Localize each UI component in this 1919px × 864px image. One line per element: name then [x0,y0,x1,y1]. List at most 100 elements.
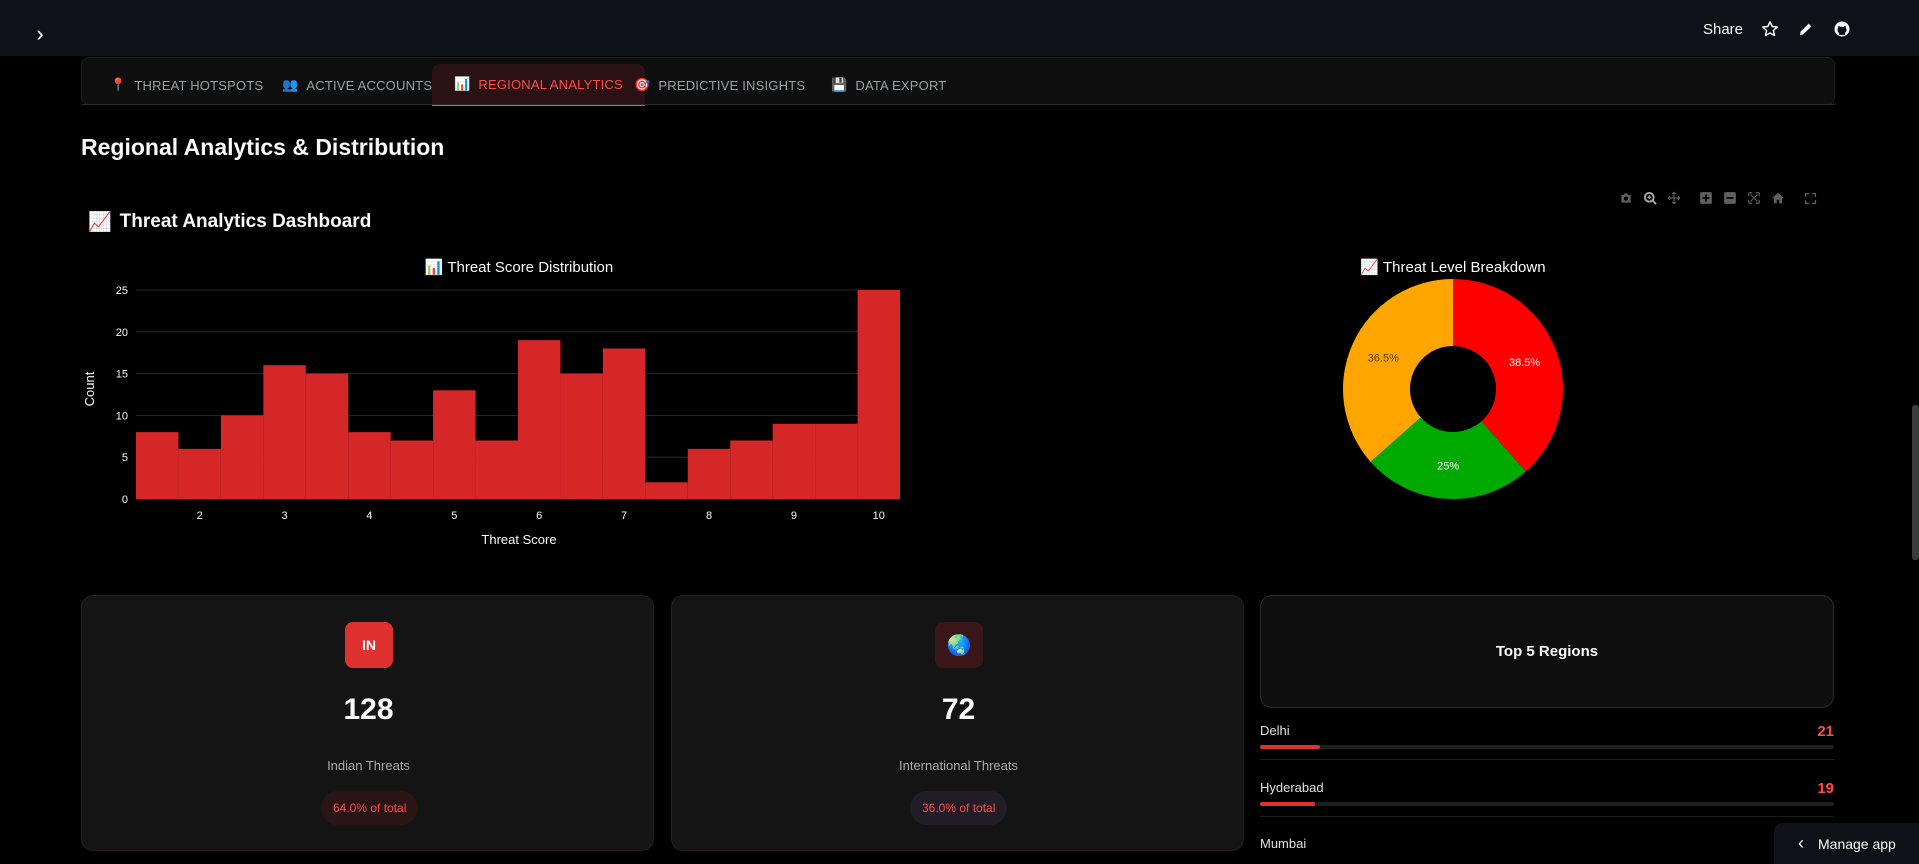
y-tick-label: 0 [122,494,128,506]
page-scrollbar[interactable] [1912,405,1919,560]
x-tick-label: 3 [281,510,287,522]
camera-icon[interactable] [1617,189,1635,207]
x-tick-label: 8 [706,510,712,522]
manage-app-button[interactable]: ‹ Manage app [1774,823,1919,864]
international-share-pill: 36.0% of total [910,791,1008,825]
floppy-disk-icon: 💾 [831,77,848,92]
region-count: 19 [1817,780,1834,797]
indian-threats-card: IN 128 Indian Threats 64.0% of total [81,595,654,851]
y-tick-label: 5 [122,452,128,464]
tab-bar: 📍 THREAT HOTSPOTS 👥 ACTIVE ACCOUNTS 📊 RE… [81,57,1835,106]
autoscale-icon[interactable] [1745,189,1763,207]
region-divider [1260,816,1834,817]
region-name: Hyderabad [1260,780,1324,795]
target-icon: 🎯 [634,77,651,92]
region-progress-fill [1260,802,1315,806]
pin-icon: 📍 [110,77,127,92]
region-progress-fill [1260,745,1321,749]
region-divider [1260,759,1834,760]
tab-label: ACTIVE ACCOUNTS [306,77,433,93]
tab-active-accounts[interactable]: 👥 ACTIVE ACCOUNTS [260,64,454,106]
histogram-bar[interactable] [518,340,561,499]
tab-data-export[interactable]: 💾 DATA EXPORT [809,64,968,106]
tab-label: THREAT HOTSPOTS [134,77,264,93]
pie-slice-label: 36.5% [1368,353,1399,365]
region-name: Delhi [1260,723,1290,738]
star-icon[interactable] [1761,20,1779,38]
zoom-out-icon[interactable] [1721,189,1739,207]
share-button[interactable]: Share [1702,20,1743,38]
international-threats-label: International Threats [899,758,1018,773]
dashboard-title: 📈 Threat Analytics Dashboard [88,210,371,234]
chart-trend-icon: 📈 [88,212,112,233]
pie-title: 📈 Threat Level Breakdown [1360,258,1545,276]
histogram-bar[interactable] [433,390,476,499]
histogram-bar[interactable] [348,432,391,499]
region-name: Mumbai [1260,836,1307,851]
pie-slice-low[interactable] [1370,417,1526,499]
x-tick-label: 10 [873,510,885,522]
chart-modebar [1617,189,1819,207]
fullscreen-icon[interactable] [1801,189,1819,207]
x-tick-label: 7 [621,510,627,522]
pie-slice-high[interactable] [1453,279,1563,472]
globe-icon: 🌏 [935,622,983,668]
tab-regional-analytics[interactable]: 📊 REGIONAL ANALYTICS [432,64,645,106]
histogram-bar[interactable] [136,432,179,499]
y-tick-label: 20 [116,327,128,339]
histogram-y-axis-title: Count [82,371,97,406]
histogram-bar[interactable] [475,440,518,499]
histogram-bar[interactable] [263,365,306,499]
x-tick-label: 2 [197,510,203,522]
pan-icon[interactable] [1665,189,1683,207]
x-tick-label: 4 [366,510,372,522]
tab-label: PREDICTIVE INSIGHTS [658,77,806,93]
github-icon[interactable] [1833,20,1851,38]
users-icon: 👥 [282,77,299,92]
histogram-bar[interactable] [602,348,646,499]
histogram-bar[interactable] [390,440,434,499]
histogram-bar[interactable] [178,448,221,499]
sidebar-expand-icon[interactable]: › [36,21,44,46]
zoom-in-icon[interactable] [1697,189,1715,207]
indian-threats-value: 128 [343,693,394,726]
x-tick-label: 5 [451,510,457,522]
header-actions: Share [1703,20,1851,38]
x-tick-label: 9 [791,510,797,522]
international-threats-value: 72 [941,693,976,726]
dashboard-title-text: Threat Analytics Dashboard [119,211,372,232]
histogram-bar[interactable] [730,440,773,499]
y-tick-label: 25 [116,285,128,297]
tab-threat-hotspots[interactable]: 📍 THREAT HOTSPOTS [88,64,285,106]
app-header: › Share [0,0,1919,56]
indian-threats-label: Indian Threats [327,758,410,773]
x-tick-label: 6 [536,510,542,522]
histogram-bar[interactable] [772,423,816,499]
histogram-x-axis-title: Threat Score [481,532,556,547]
zoom-icon[interactable] [1641,189,1659,207]
pie-slice-medium[interactable] [1342,279,1453,462]
tab-label: REGIONAL ANALYTICS [478,76,623,92]
histogram-bar[interactable] [645,482,688,499]
region-progress-track [1260,745,1834,749]
manage-app-label: Manage app [1818,835,1896,852]
region-count: 21 [1817,723,1834,740]
y-tick-label: 10 [116,410,128,422]
histogram-bar[interactable] [305,373,349,499]
histogram-bar[interactable] [560,373,603,499]
tab-predictive-insights[interactable]: 🎯 PREDICTIVE INSIGHTS [612,64,827,106]
chevron-left-icon: ‹ [1798,833,1804,853]
histogram-bar[interactable] [687,448,731,499]
edit-pencil-icon[interactable] [1797,20,1815,38]
tab-divider [81,104,1835,105]
histogram-bar[interactable] [857,290,900,499]
bar-chart-icon: 📊 [454,76,471,91]
home-icon[interactable] [1769,189,1787,207]
international-threats-card: 🌏 72 International Threats 36.0% of tota… [671,595,1244,851]
charts-area: 📊 Threat Score Distribution Threat Score… [82,258,1563,547]
histogram-bar[interactable] [220,415,264,499]
top-regions-header: Top 5 Regions [1260,595,1834,708]
tab-label: DATA EXPORT [855,77,947,93]
pie-slice-label: 25% [1437,460,1459,472]
histogram-bar[interactable] [815,423,858,499]
